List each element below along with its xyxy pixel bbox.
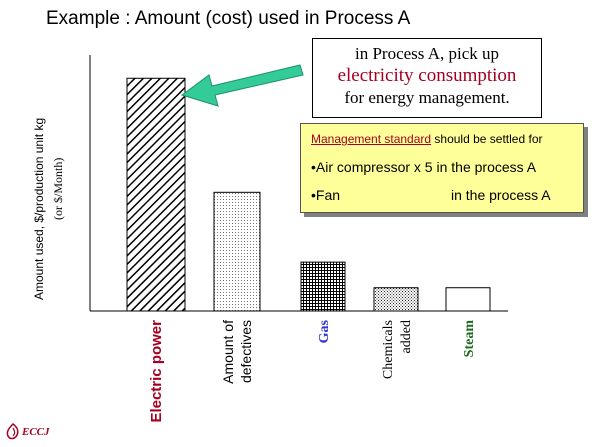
- bar-gas: [300, 261, 346, 312]
- management-standard-box: Management standard should be settled fo…: [300, 123, 584, 213]
- x-tick-label-chemicals-added-line-2: added: [399, 320, 414, 353]
- management-heading-underlined: Management standard: [311, 132, 432, 146]
- x-tick-label-chemicals-added-line-1: Chemicals: [381, 320, 396, 379]
- callout-arrow: [180, 64, 304, 107]
- management-bullet-2-item: •Fan: [311, 187, 341, 203]
- x-tick-label-amount-of-defectives-line-1: Amount of: [220, 320, 236, 384]
- bar-electric-power: [126, 77, 186, 312]
- y-axis-label: Amount used, $/production unit kg: [32, 118, 46, 300]
- management-bullet-2-place: in the process A: [451, 187, 551, 203]
- callout-line-3: for energy management.: [344, 88, 510, 107]
- bar-chemicals-added: [373, 287, 419, 312]
- bar-amount-of-defectives: [213, 191, 261, 312]
- x-tick-label-amount-of-defectives-line-2: defectives: [238, 320, 254, 383]
- callout-line-2: electricity consumption: [337, 65, 517, 86]
- callout-line-1: in Process A, pick up: [354, 44, 500, 63]
- management-heading: Management standard should be settled fo…: [311, 132, 542, 146]
- management-heading-rest: should be settled for: [431, 132, 543, 146]
- y-axis-sublabel: (or $/Month): [51, 158, 65, 220]
- management-bullet-1: •Air compressor x 5 in the process A: [311, 159, 537, 175]
- bar-steam: [445, 287, 491, 312]
- logo-text: ECCJ: [22, 426, 50, 438]
- x-tick-label-steam: Steam: [462, 320, 477, 358]
- callout-box: in Process A, pick up electricity consum…: [312, 38, 542, 118]
- x-tick-label-gas: Gas: [317, 319, 332, 343]
- page-title: Example : Amount (cost) used in Process …: [46, 8, 411, 29]
- x-tick-label-electric-power: Electric power: [148, 320, 165, 423]
- eccj-logo-icon: [6, 423, 19, 440]
